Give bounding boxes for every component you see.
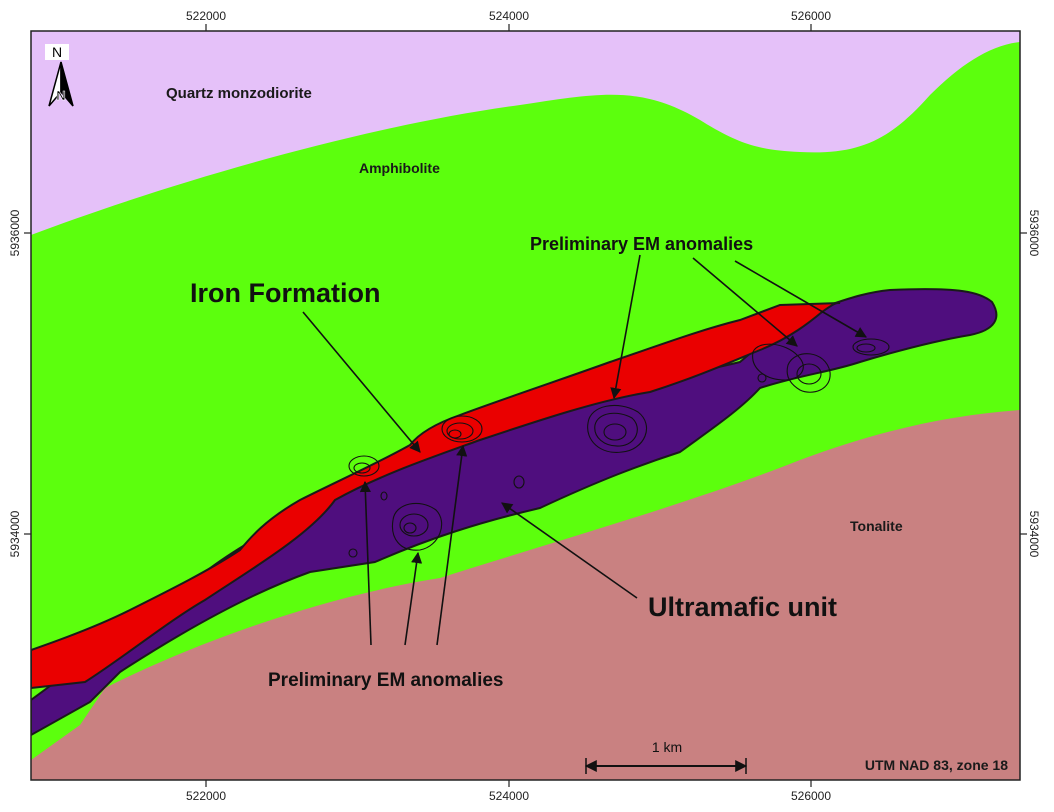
em-anomalies-top-label: Preliminary EM anomalies [530,234,753,254]
em-bottom-arrow-1 [359,480,372,646]
em-anomaly-contour [380,491,388,501]
tonalite-area [31,410,1020,780]
em-anomaly-contour [446,422,474,440]
em-anomaly-contour [513,475,525,489]
em-anomaly-contour [403,522,417,534]
y-tick-left: 5936000 [8,209,22,256]
x-tick-top: 524000 [489,9,529,23]
iron-formation-label: Iron Formation [190,278,381,308]
em-anomaly-contour [594,412,638,447]
scale-bar-label: 1 km [652,739,682,755]
svg-text:N: N [56,88,65,103]
em-top-arrow-1 [610,254,641,400]
em-anomaly-contour [348,455,380,477]
iron-formation-arrow [302,311,421,453]
y-tick-right: 5934000 [1027,511,1041,558]
leader-arrows [302,254,867,646]
em-anomaly-contour [448,429,462,439]
em-anomaly-contour [856,343,876,353]
em-anomaly-contours [348,338,890,558]
em-anomaly-contour [441,415,483,443]
em-anomaly-contour [852,338,890,356]
map-frame [30,30,1021,781]
em-anomaly-contour [752,343,804,381]
em-anomaly-contour [399,513,429,537]
em-anomaly-contour [796,363,822,385]
y-tick-left: 5934000 [8,510,22,557]
x-tick-bottom: 524000 [489,789,529,803]
em-top-arrow-3 [734,260,867,338]
frame-ticks [24,24,1027,787]
em-anomaly-contour [603,423,627,441]
scale-bar: 1 km [584,739,748,774]
em-anomaly-contour [391,502,443,551]
y-tick-right: 5936000 [1027,210,1041,257]
quartz-monzodiorite-label: Quartz monzodiorite [166,85,312,102]
x-tick-bottom: 522000 [186,789,226,803]
em-anomaly-contour [348,548,358,558]
x-tick-top: 526000 [791,9,831,23]
projection-label: UTM NAD 83, zone 18 [865,757,1008,773]
em-bottom-arrow-3 [436,444,468,646]
em-anomaly-contour [587,404,648,453]
x-tick-top: 522000 [186,9,226,23]
ultramafic-unit-label: Ultramafic unit [648,592,837,622]
amphibolite-label: Amphibolite [359,160,440,176]
em-anomaly-contour [757,373,767,383]
north-arrow: N N [45,44,74,107]
em-top-arrow-2 [692,257,798,347]
em-anomaly-contour [353,462,371,474]
iron-formation-area [31,301,841,690]
em-bottom-arrow-2 [404,551,423,646]
north-arrow-letter: N [52,44,62,60]
em-anomalies-bottom-label: Preliminary EM anomalies [268,670,504,691]
x-tick-bottom: 526000 [791,789,831,803]
ultramafic-arrow [501,502,638,599]
em-anomaly-contour [786,353,831,393]
geology-layers [31,31,1020,780]
tonalite-label: Tonalite [850,518,903,534]
